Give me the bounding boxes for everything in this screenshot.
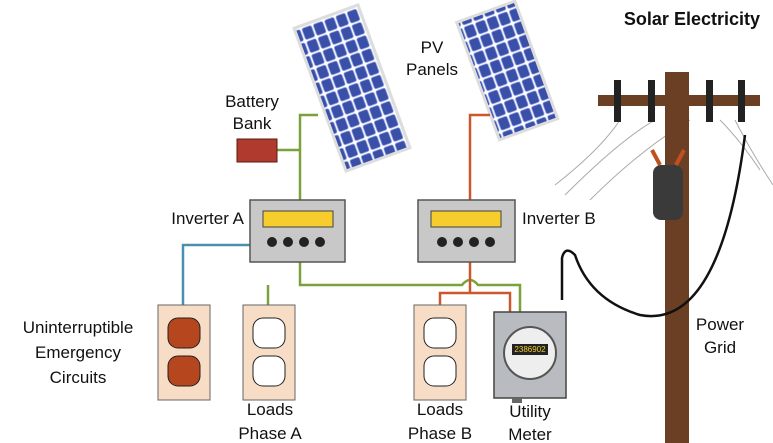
label-line: Loads: [417, 400, 463, 419]
label-line: Power: [696, 315, 745, 334]
pv-panel-b: [454, 0, 560, 142]
emergency-outlet: [157, 304, 211, 401]
service-wire: [560, 134, 747, 318]
label-line: Utility: [509, 402, 551, 421]
utility-meter: 2386902: [493, 311, 567, 403]
power-pole: [598, 72, 760, 443]
meter-reading: 2386902: [514, 345, 546, 354]
title: Solar Electricity: [624, 9, 760, 29]
label-line: Battery: [225, 92, 279, 111]
label-line: PV: [421, 38, 444, 57]
label-line: Uninterruptible: [23, 318, 134, 337]
label-line: Inverter B: [522, 209, 596, 228]
inverter-b: [417, 199, 516, 263]
label-line: Phase A: [238, 424, 302, 443]
outlet-b: [413, 304, 467, 401]
label-line: Loads: [247, 400, 293, 419]
outlet-a: [242, 304, 296, 401]
orange-wire: [438, 113, 512, 312]
label-line: Emergency: [35, 343, 121, 362]
blue-wire: [181, 243, 250, 306]
inverter-a: [249, 199, 346, 263]
label-line: Panels: [406, 60, 458, 79]
grid-wires: [554, 119, 773, 201]
battery: [236, 138, 278, 163]
label-line: Phase B: [408, 424, 472, 443]
label-line: Grid: [704, 338, 736, 357]
green-wire: [266, 113, 522, 312]
pv-panel-a: [292, 3, 412, 173]
label-line: Meter: [508, 425, 552, 443]
label-line: Circuits: [50, 368, 107, 387]
label-line: Bank: [233, 114, 272, 133]
label-line: Inverter A: [171, 209, 244, 228]
